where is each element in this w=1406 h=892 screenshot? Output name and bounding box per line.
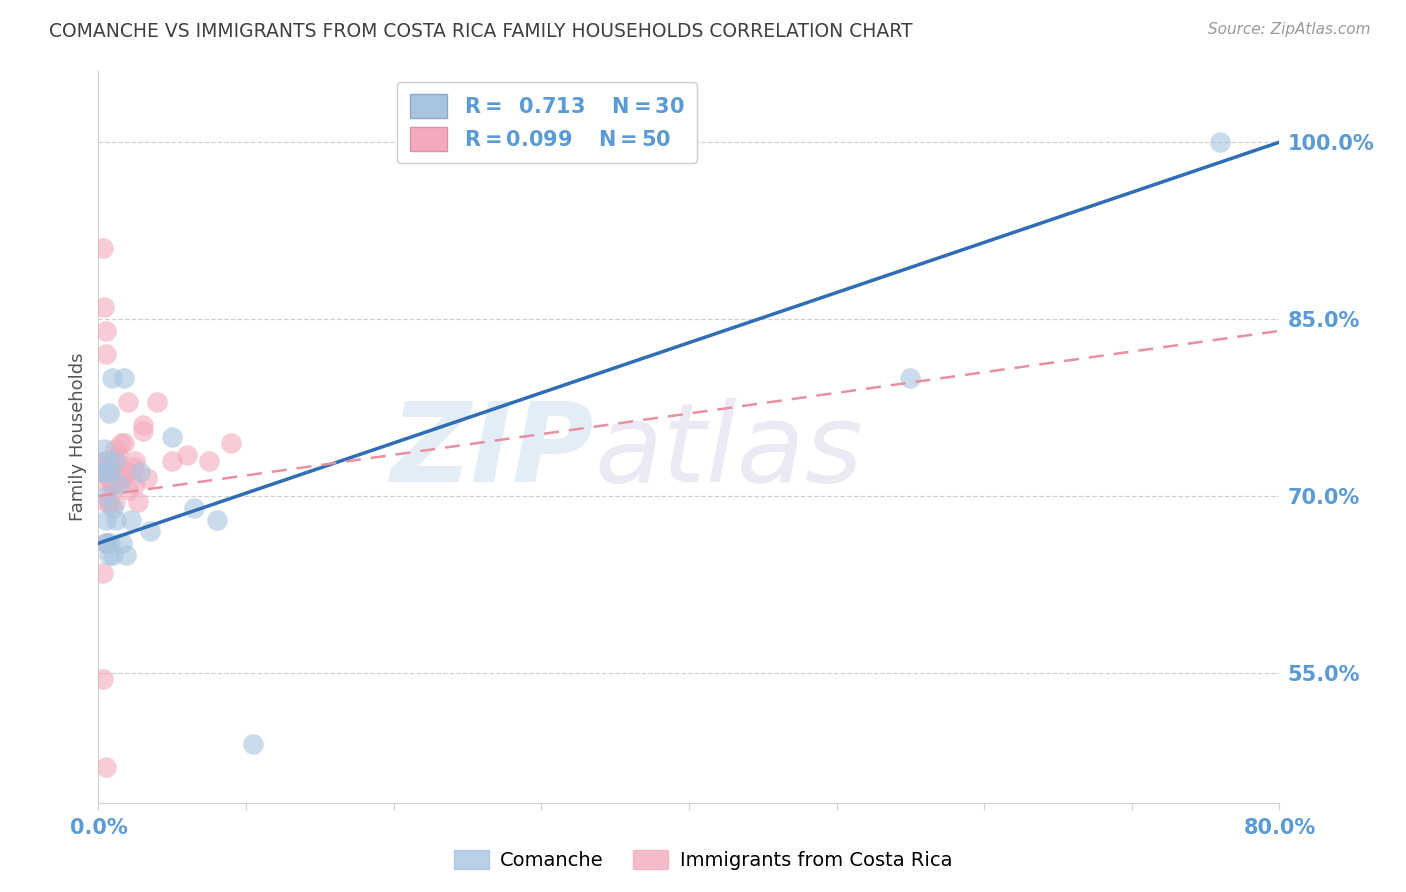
Point (100, 477, 122, 491)
Point (111, 471, 134, 485)
Point (97, 466, 120, 480)
Point (117, 394, 139, 409)
Point (136, 471, 159, 485)
Point (103, 548, 125, 562)
Point (105, 453, 128, 467)
Point (97, 471, 120, 485)
Point (900, 371, 922, 385)
Point (108, 477, 131, 491)
Point (91, 566, 114, 580)
Point (103, 477, 125, 491)
Point (128, 466, 150, 480)
Point (96, 536, 118, 550)
Text: COMANCHE VS IMMIGRANTS FROM COSTA RICA FAMILY HOUSEHOLDS CORRELATION CHART: COMANCHE VS IMMIGRANTS FROM COSTA RICA F… (49, 22, 912, 41)
Point (98, 495, 121, 509)
Point (124, 453, 146, 467)
Point (94, 453, 117, 467)
Y-axis label: Family Households: Family Households (69, 353, 87, 521)
Point (162, 453, 183, 467)
Point (100, 371, 122, 385)
Point (93, 466, 115, 480)
Point (124, 477, 146, 491)
Point (198, 453, 221, 467)
Point (105, 477, 128, 491)
Point (93, 453, 115, 467)
Point (146, 394, 169, 409)
Legend: Comanche, Immigrants from Costa Rica: Comanche, Immigrants from Costa Rica (446, 842, 960, 878)
Point (103, 466, 125, 480)
Point (118, 483, 141, 498)
Point (104, 442, 127, 456)
Point (98, 453, 121, 467)
Point (94, 536, 117, 550)
Point (103, 453, 125, 467)
Point (107, 448, 129, 462)
Point (100, 453, 122, 467)
Point (111, 536, 134, 550)
Point (91, 672, 114, 686)
Point (94, 495, 117, 509)
Point (132, 418, 155, 433)
Point (115, 548, 138, 562)
Point (97, 548, 120, 562)
Point (97, 495, 120, 509)
Point (132, 424, 155, 438)
Text: atlas: atlas (595, 398, 863, 505)
Point (98, 466, 121, 480)
Point (112, 371, 135, 385)
Point (176, 448, 198, 462)
Point (105, 513, 128, 527)
Point (112, 436, 135, 450)
Point (122, 459, 145, 474)
Point (93, 442, 115, 456)
Point (219, 436, 242, 450)
Point (183, 500, 205, 515)
Point (114, 466, 136, 480)
Point (93, 301, 115, 315)
Point (139, 524, 162, 539)
Point (94, 466, 117, 480)
Point (205, 513, 228, 527)
Point (91, 241, 114, 255)
Point (120, 513, 142, 527)
Point (91, 466, 114, 480)
Text: Source: ZipAtlas.com: Source: ZipAtlas.com (1208, 22, 1371, 37)
Point (94, 347, 117, 361)
Point (96, 459, 118, 474)
Point (94, 536, 117, 550)
Point (108, 466, 131, 480)
Point (98, 536, 121, 550)
Point (104, 453, 127, 467)
Point (97, 407, 120, 421)
Point (94, 324, 117, 338)
Point (96, 453, 118, 467)
Point (96, 477, 118, 491)
Point (162, 430, 183, 444)
Point (98, 471, 121, 485)
Point (94, 489, 117, 503)
Point (117, 466, 139, 480)
Point (1209, 135, 1232, 149)
Point (104, 495, 127, 509)
Legend: $\mathbf{R = }$  $\mathbf{0.713}$    $\mathbf{N = 30}$, $\mathbf{R = 0.099}$    : $\mathbf{R = }$ $\mathbf{0.713}$ $\mathb… (398, 82, 697, 163)
Point (94, 760, 117, 774)
Point (103, 500, 125, 515)
Point (127, 495, 149, 509)
Text: ZIP: ZIP (391, 398, 595, 505)
Point (110, 436, 132, 450)
Point (94, 513, 117, 527)
Point (242, 737, 264, 751)
